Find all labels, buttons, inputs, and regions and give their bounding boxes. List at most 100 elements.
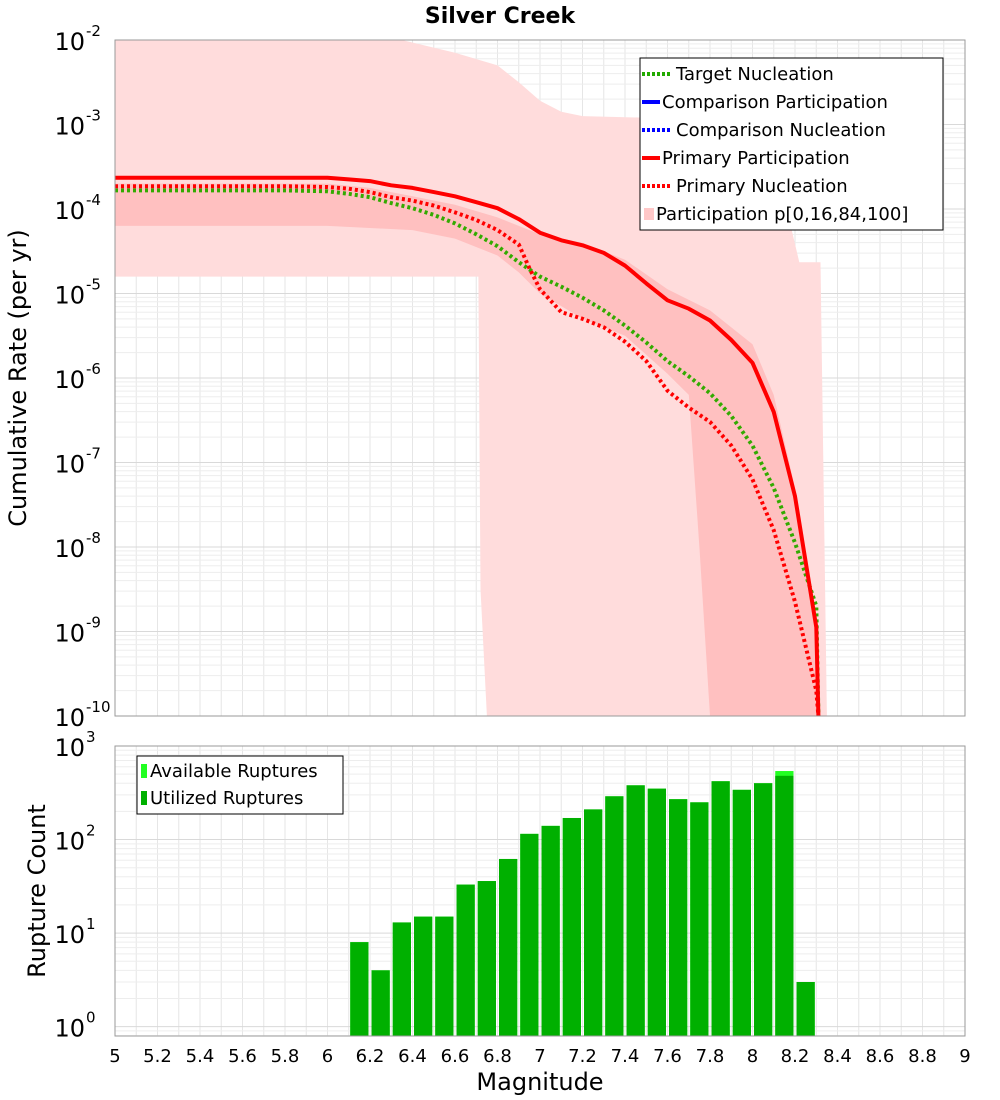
x-tick-label: 8.8 <box>908 1046 937 1067</box>
legend-label: Comparison Participation <box>662 92 888 113</box>
participation-band-p-16-84- <box>115 183 819 717</box>
primary-nucleation-line <box>115 184 821 717</box>
x-tick-label: 8.4 <box>823 1046 852 1067</box>
x-tick-label: 6.2 <box>356 1046 385 1067</box>
x-tick-label: 5.4 <box>186 1046 215 1067</box>
legend-swatch-bar <box>141 791 147 805</box>
y-tick-label: 10 <box>54 704 85 732</box>
legend-box <box>136 755 344 815</box>
utilized-rupture-bar <box>435 916 454 1036</box>
x-tick-label: 5 <box>109 1046 120 1067</box>
y-tick-exponent: -8 <box>86 529 101 547</box>
x-tick-label: 9 <box>959 1046 970 1067</box>
legend-label: Target Nucleation <box>675 64 834 85</box>
target-nucleation-line <box>115 188 821 717</box>
y-tick-label: 10 <box>54 734 85 762</box>
x-tick-label: 7.6 <box>653 1046 682 1067</box>
y-tick-label: 10 <box>54 451 85 479</box>
y-tick-label: 10 <box>54 197 85 225</box>
utilized-rupture-bar <box>350 942 369 1036</box>
utilized-rupture-bar <box>562 817 581 1036</box>
legend-label: Participation p[0,16,84,100] <box>656 204 908 225</box>
x-tick-label: 8.2 <box>781 1046 810 1067</box>
utilized-rupture-bar <box>669 799 688 1036</box>
utilized-rupture-bar <box>414 916 433 1036</box>
y-tick-label: 10 <box>54 113 85 141</box>
y-tick-exponent: -4 <box>86 191 101 209</box>
utilized-rupture-bar <box>605 796 624 1036</box>
y-tick-label: 10 <box>54 282 85 310</box>
x-tick-label: 5.6 <box>228 1046 257 1067</box>
rate-plot-y-axis-label: Cumulative Rate (per yr) <box>4 229 32 527</box>
utilized-rupture-bar <box>477 881 496 1036</box>
utilized-rupture-bar <box>754 783 773 1036</box>
rate-plot-series <box>115 175 821 717</box>
y-tick-exponent: -6 <box>86 360 101 378</box>
legend-swatch-bar <box>141 764 147 778</box>
y-tick-exponent: -5 <box>86 276 101 294</box>
utilized-rupture-bar <box>371 970 390 1036</box>
legend-box <box>639 57 944 231</box>
utilized-rupture-bar <box>626 785 645 1036</box>
magnitude-x-ticks: 5 5.2 5.4 5.6 5.8 6 6.2 6.4 6.6 6.8 7 7.2 7.4 7.6 7.8 8… <box>109 1046 970 1067</box>
x-tick-label: 8.6 <box>866 1046 895 1067</box>
utilized-rupture-bar <box>690 802 709 1036</box>
utilized-rupture-bar <box>520 833 539 1036</box>
utilized-rupture-bar <box>732 789 751 1036</box>
utilized-rupture-bar <box>584 809 603 1036</box>
rate-plot-frame <box>114 39 966 717</box>
x-tick-label: 8 <box>747 1046 758 1067</box>
utilized-rupture-bar <box>456 884 475 1036</box>
x-tick-label: 6.6 <box>441 1046 470 1067</box>
y-tick-exponent: 3 <box>86 728 96 746</box>
legend-swatch-band <box>644 208 654 220</box>
utilized-rupture-bar <box>541 825 560 1036</box>
x-tick-label: 5.8 <box>271 1046 300 1067</box>
y-tick-label: 10 <box>54 535 85 563</box>
x-tick-label: 5.2 <box>143 1046 172 1067</box>
x-tick-label: 7.2 <box>568 1046 597 1067</box>
y-tick-label: 10 <box>54 366 85 394</box>
y-tick-exponent: -9 <box>86 614 101 632</box>
y-tick-exponent: 1 <box>86 915 96 933</box>
rupture-count-bars <box>350 771 815 1036</box>
x-tick-label: 6.4 <box>398 1046 427 1067</box>
x-tick-label: 7.8 <box>696 1046 725 1067</box>
primary-participation-line <box>115 175 821 717</box>
legend-label: Utilized Ruptures <box>150 788 303 809</box>
x-tick-label: 6.8 <box>483 1046 512 1067</box>
rupture-count-plot-frame <box>114 745 966 1037</box>
legend-label: Comparison Nucleation <box>676 120 886 141</box>
rupture-count-legend: Available Ruptures Utilized Ruptures <box>136 755 344 815</box>
y-tick-label: 10 <box>54 28 85 56</box>
utilized-rupture-bar <box>711 781 730 1036</box>
utilized-rupture-bar <box>796 982 815 1036</box>
y-tick-label: 10 <box>54 828 85 856</box>
y-tick-label: 10 <box>54 921 85 949</box>
y-tick-exponent: -10 <box>86 698 111 716</box>
utilized-rupture-bar <box>775 775 794 1036</box>
x-tick-label: 7.4 <box>611 1046 640 1067</box>
y-tick-exponent: -7 <box>86 445 101 463</box>
chart-title: Silver Creek <box>425 4 577 29</box>
rupture-count-y-axis-label: Rupture Count <box>23 804 51 978</box>
rate-plot-legend: Target Nucleation Comparison Participatio… <box>639 57 944 231</box>
legend-label: Available Ruptures <box>150 761 318 782</box>
y-tick-exponent: 2 <box>86 822 96 840</box>
y-tick-exponent: -2 <box>86 22 101 40</box>
y-tick-exponent: 0 <box>86 1009 96 1027</box>
x-tick-label: 6 <box>322 1046 333 1067</box>
magnitude-x-axis-label: Magnitude <box>476 1068 603 1096</box>
y-tick-label: 10 <box>54 620 85 648</box>
utilized-rupture-bar <box>647 788 666 1036</box>
utilized-rupture-bar <box>392 922 411 1036</box>
legend-label: Primary Nucleation <box>676 176 848 197</box>
legend-label: Primary Participation <box>662 148 850 169</box>
x-tick-label: 7 <box>534 1046 545 1067</box>
y-tick-label: 10 <box>54 1015 85 1043</box>
